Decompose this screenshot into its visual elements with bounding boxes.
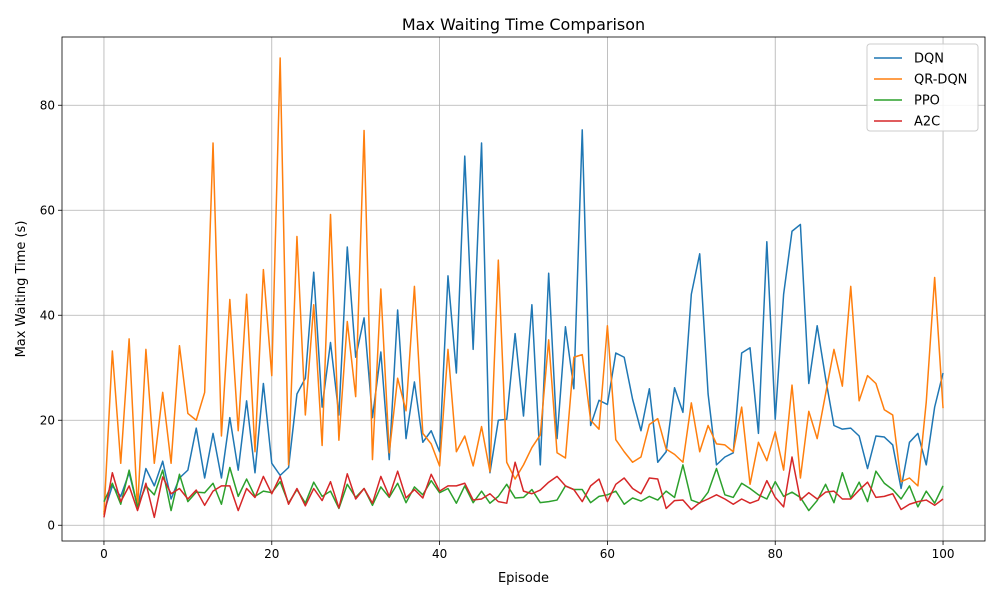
- plot-frame: [61, 36, 986, 542]
- y-tick-label: 80: [40, 98, 55, 112]
- legend-label-a2c: A2C: [914, 115, 940, 130]
- series-line-ppo: [103, 464, 944, 512]
- y-tick-label: 0: [47, 518, 55, 532]
- x-axis-label: Episode: [498, 571, 549, 586]
- series-line-dqn: [103, 129, 944, 513]
- x-tick-label: 60: [600, 547, 615, 561]
- legend-label-qr-dqn: QR-DQN: [914, 73, 967, 88]
- series-lines: [103, 57, 944, 519]
- x-tick-label: 40: [432, 547, 447, 561]
- legend-label-dqn: DQN: [914, 52, 944, 67]
- x-tick-label: 20: [264, 547, 279, 561]
- x-tick-label: 100: [932, 547, 955, 561]
- axis-ticks: 0 20 40 60 80 100 0 20 40 60 80: [40, 98, 955, 561]
- y-tick-label: 20: [40, 413, 55, 427]
- legend: DQN QR-DQN PPO A2C: [866, 43, 979, 132]
- chart-title: Max Waiting Time Comparison: [402, 15, 645, 34]
- series-line-qr-dqn: [103, 57, 944, 515]
- x-tick-label: 80: [768, 547, 783, 561]
- grid: [62, 37, 985, 541]
- x-tick-label: 0: [100, 547, 108, 561]
- y-tick-label: 60: [40, 203, 55, 217]
- legend-label-ppo: PPO: [914, 94, 940, 109]
- y-tick-label: 40: [40, 308, 55, 322]
- series-line-a2c: [103, 456, 944, 519]
- legend-box: [866, 43, 979, 132]
- y-axis-label: Max Waiting Time (s): [14, 221, 29, 358]
